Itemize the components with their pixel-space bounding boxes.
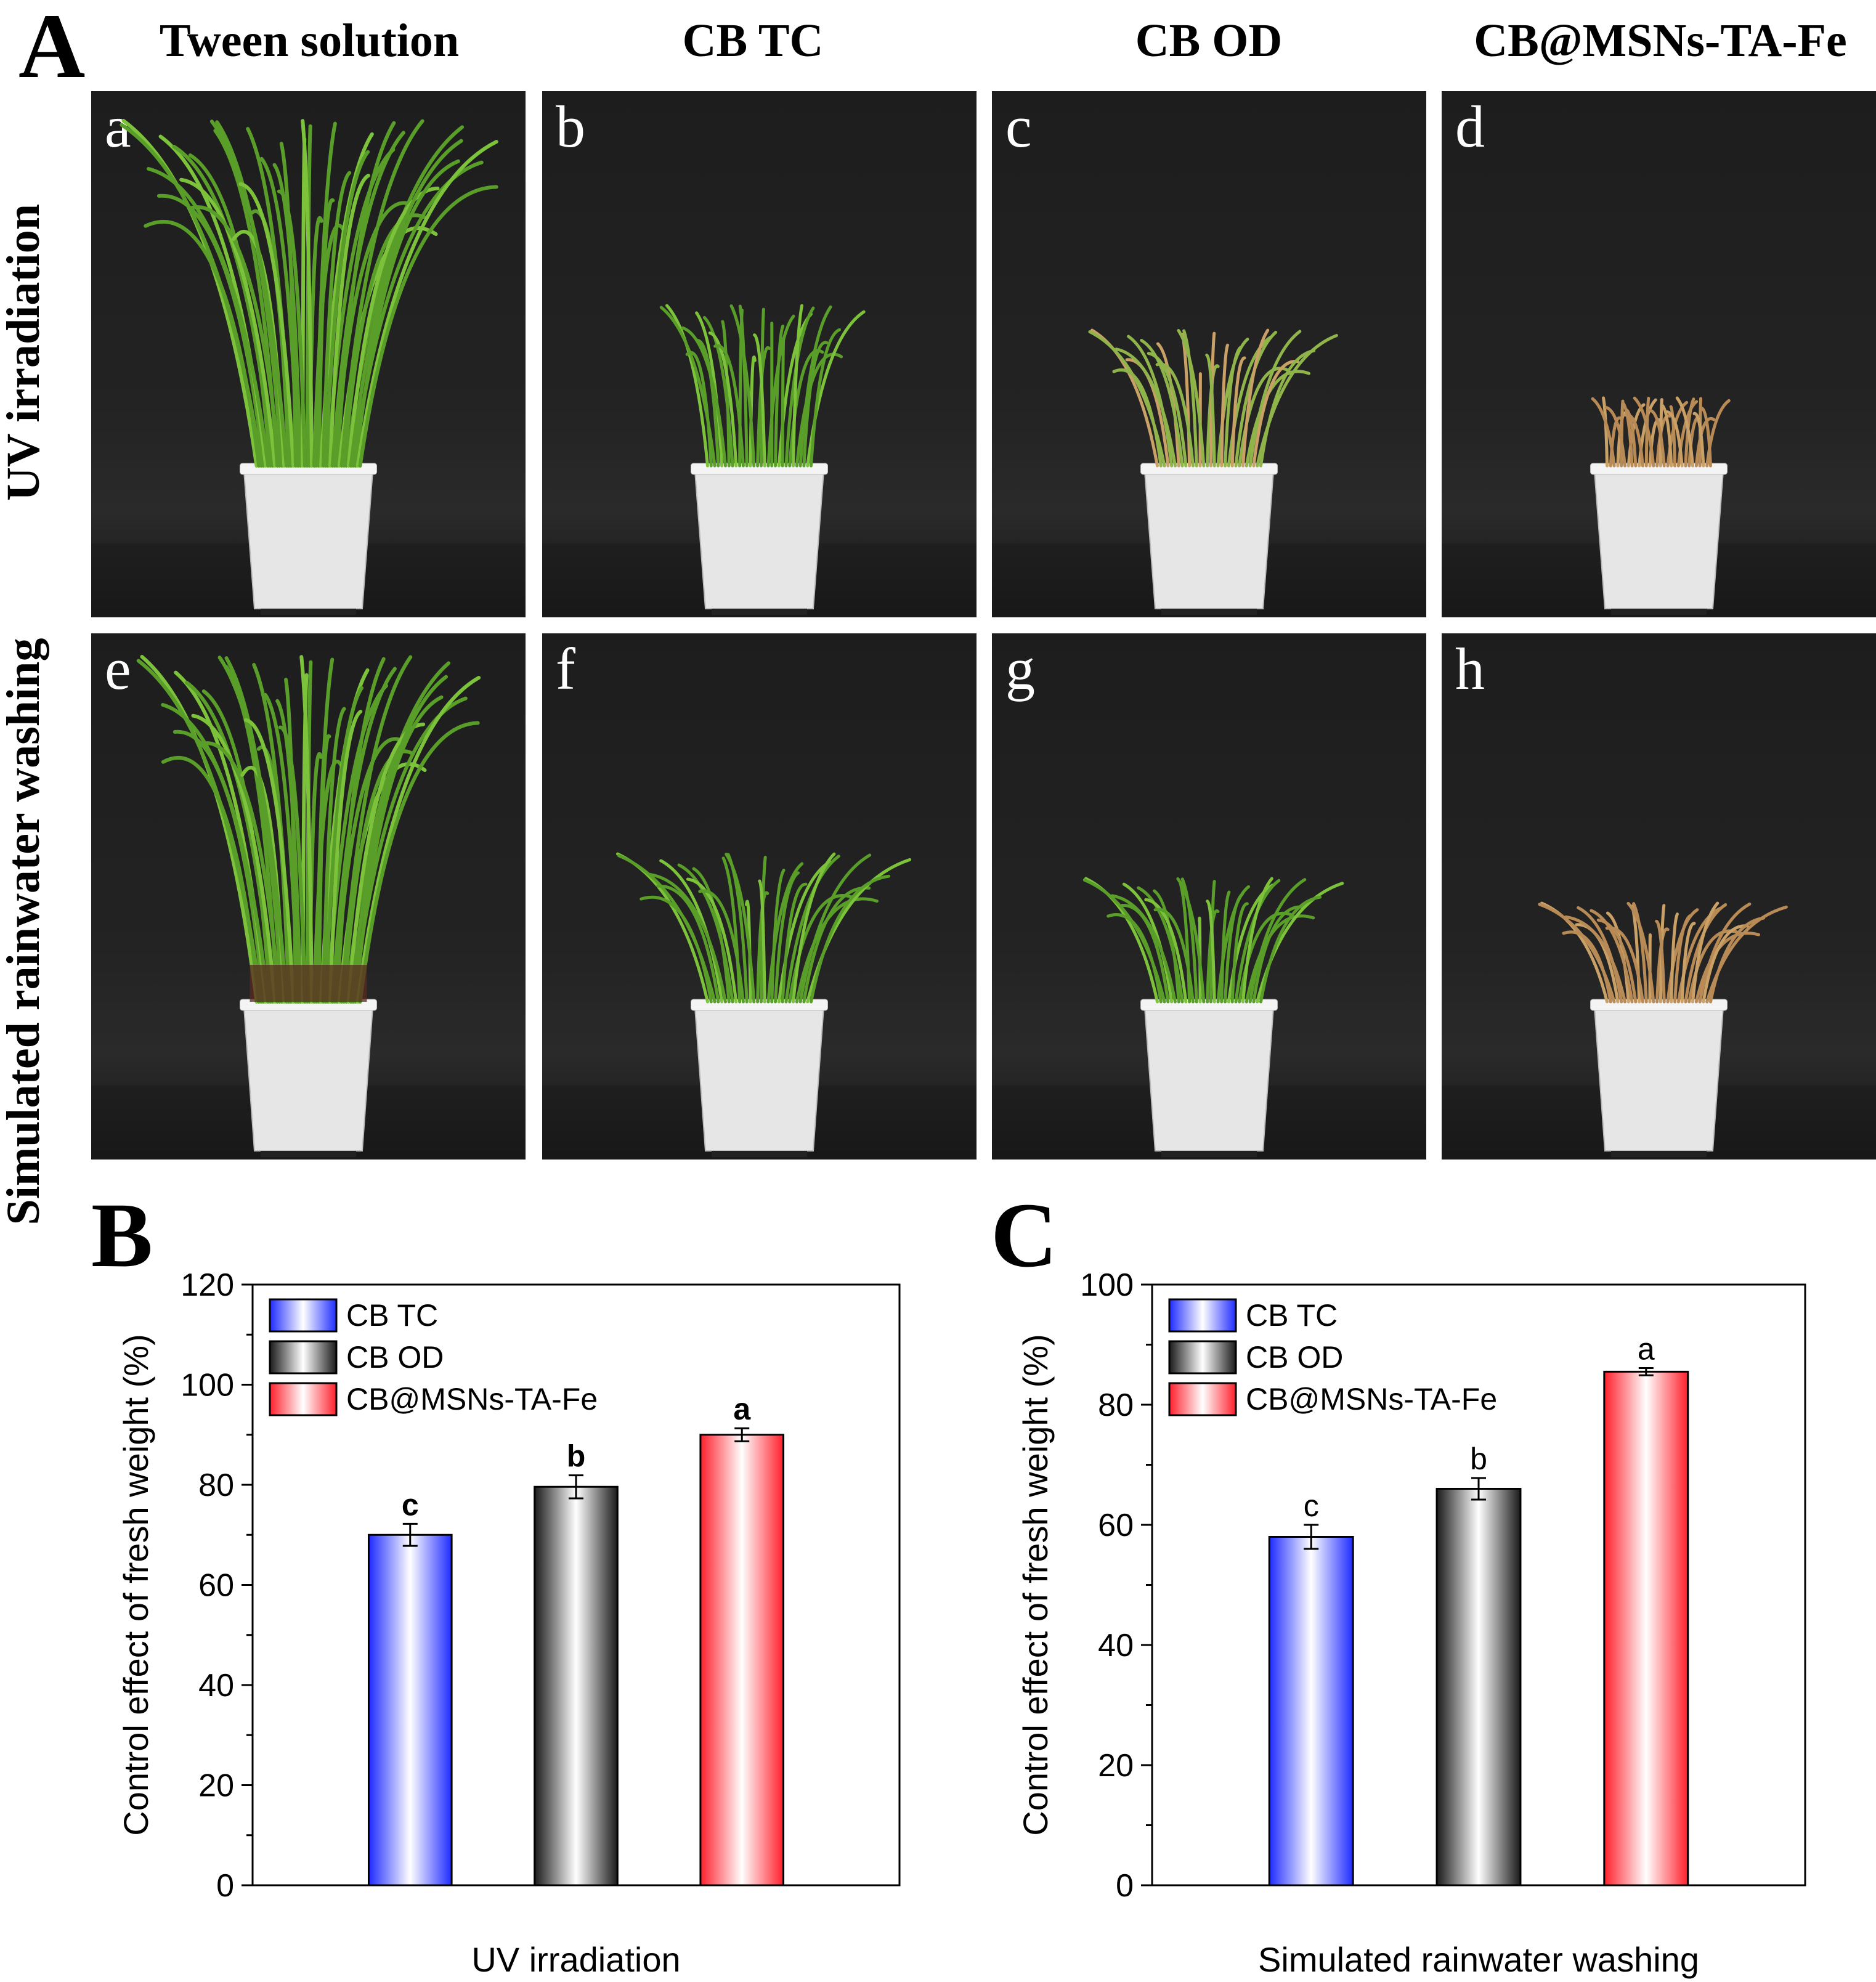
bar-1 [367,1533,453,1887]
y-tick-label: 40 [1098,1628,1134,1663]
photo-letter: h [1455,636,1485,702]
plant-illustration [992,877,1426,1160]
photo-letter: e [105,636,131,702]
legend-label: CB@MSNs-TA-Fe [346,1382,598,1416]
legend-swatch [269,1340,338,1375]
pot [1143,466,1275,609]
plant-illustration [542,304,977,617]
bar-3 [1603,1370,1689,1887]
legend-label: CB TC [346,1298,438,1333]
photo-letter: g [1005,636,1035,702]
y-axis-label: Control effect of fresh weight (%) [1016,1334,1055,1835]
plant-photo-c: c [992,91,1426,617]
pot [1593,466,1724,609]
plant-photo-e: e [91,633,526,1160]
y-tick-label: 40 [198,1668,234,1704]
plant-photo-f: f [542,633,977,1160]
column-title-cb-tc: CB TC [682,15,824,67]
significance-label: b [567,1439,586,1474]
pot [1143,1002,1275,1151]
significance-label: b [1470,1442,1487,1476]
bar-chart-uv: 0 20 40 60 80 100 120 Control effect of fresh w… [116,1267,901,1979]
panel-letter-c: C [991,1184,1058,1286]
legend-swatch [269,1298,338,1333]
y-tick-label: 20 [198,1768,234,1804]
error-bar [1471,1477,1486,1501]
plant-photo-d: d [1442,91,1876,617]
legend-label: CB@MSNs-TA-Fe [1246,1382,1497,1416]
error-bar [1638,1367,1654,1376]
error-bar [1304,1524,1319,1550]
y-tick-label: 100 [1080,1267,1134,1303]
plant-illustration [91,119,526,617]
y-tick-label: 60 [1098,1508,1134,1543]
y-tick-label: 80 [198,1468,234,1503]
photo-letter: c [1005,94,1032,160]
legend-swatch [269,1382,338,1416]
row-title-rain: Simulated rainwater washing [0,638,49,1225]
legend-label: CB TC [1246,1298,1338,1333]
y-tick-label: 100 [181,1368,234,1403]
photo-letter: d [1455,94,1485,160]
bar-chart-rain: 0 20 40 60 80 100 Control effect of fresh weig… [1016,1267,1806,1979]
photo-letter: f [556,636,575,702]
legend-label: CB OD [346,1340,444,1375]
pot [694,1002,825,1151]
legend-swatch [1168,1298,1237,1333]
pot [243,466,374,609]
significance-label: a [733,1392,751,1426]
y-tick-label: 120 [181,1267,234,1303]
y-tick-label: 20 [1098,1748,1134,1784]
pot [694,466,825,609]
bar-1 [1268,1536,1354,1887]
y-tick-label: 0 [216,1868,234,1904]
y-tick-label: 0 [1116,1868,1134,1904]
error-bar [569,1474,583,1500]
x-axis-label: UV irradiation [471,1940,680,1979]
panel-letter-b: B [91,1184,153,1286]
bar-3 [699,1434,785,1887]
significance-label: c [402,1487,419,1522]
panel-letter-a: A [18,0,86,97]
y-tick-label: 60 [198,1568,234,1604]
significance-label: c [1304,1489,1319,1523]
error-bar [734,1427,750,1442]
y-axis-label: Control effect of fresh weight (%) [116,1334,155,1835]
row-title-uv: UV irradiation [0,203,49,502]
legend-label: CB OD [1246,1340,1343,1375]
significance-label: a [1638,1332,1655,1367]
plant-photo-g: g [992,633,1426,1160]
pot [243,1002,374,1151]
error-bar [402,1522,418,1547]
plant-illustration [1442,396,1876,617]
legend-swatch [1168,1382,1237,1416]
plant-illustration [1442,901,1876,1160]
column-title-tween: Tween solution [159,15,460,67]
column-title-cb-msns: CB@MSNs-TA-Fe [1474,15,1847,67]
y-tick-label: 80 [1098,1387,1134,1423]
bar-2 [1435,1488,1522,1887]
plant-illustration [992,328,1426,617]
bar-2 [534,1485,619,1887]
plant-photo-h: h [1442,633,1876,1160]
column-title-cb-od: CB OD [1135,15,1283,67]
pot [1593,1002,1724,1151]
photo-letter: b [556,94,585,160]
plant-illustration [542,852,977,1160]
x-axis-label: Simulated rainwater washing [1258,1940,1699,1979]
legend-swatch [1168,1340,1237,1375]
plant-illustration [91,655,526,1160]
plant-photo-b: b [542,91,977,617]
plant-photo-a: a [91,91,526,617]
